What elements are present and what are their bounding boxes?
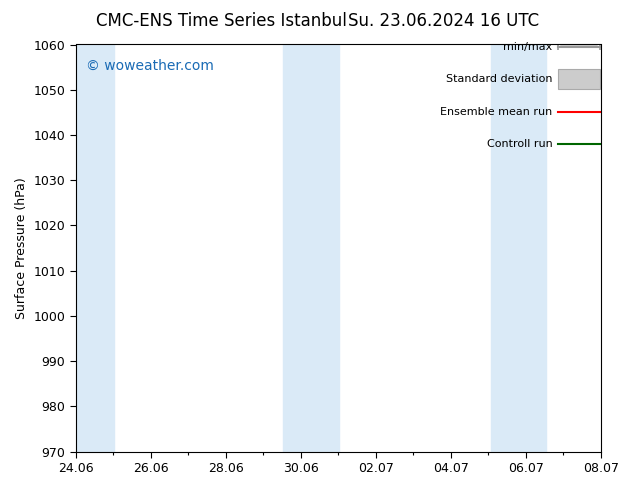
Text: min/max: min/max [503, 42, 553, 51]
Text: Ensemble mean run: Ensemble mean run [441, 107, 553, 117]
Text: © woweather.com: © woweather.com [86, 59, 214, 73]
Bar [76, 45, 113, 452]
Bar [491, 45, 546, 452]
Text: Controll run: Controll run [487, 139, 553, 149]
Bar [283, 45, 339, 452]
Text: Su. 23.06.2024 16 UTC: Su. 23.06.2024 16 UTC [348, 12, 540, 30]
FancyBboxPatch shape [558, 69, 600, 89]
Y-axis label: Surface Pressure (hPa): Surface Pressure (hPa) [15, 177, 28, 319]
Text: Standard deviation: Standard deviation [446, 74, 553, 84]
Text: CMC-ENS Time Series Istanbul: CMC-ENS Time Series Istanbul [96, 12, 347, 30]
